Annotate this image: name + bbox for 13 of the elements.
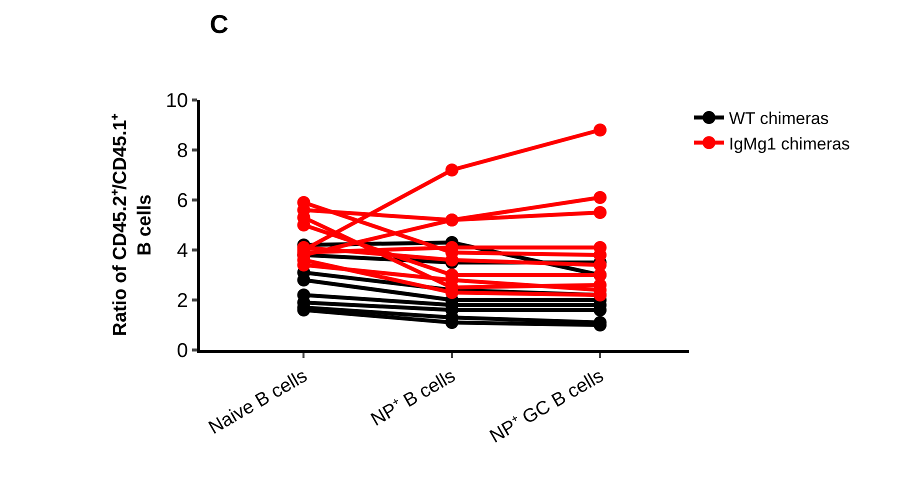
x-tick-label: Naive B cells (205, 366, 311, 439)
legend-label: IgMg1 chimeras (729, 134, 850, 154)
y-tick-label: 8 (176, 140, 188, 162)
y-axis-title: Ratio of CD45.2⁺/CD45.1⁺ B cells (110, 112, 156, 336)
y-tick-label: 2 (176, 290, 188, 312)
y-tick-label: 10 (166, 90, 188, 112)
y-tick-label: 4 (176, 240, 188, 262)
x-tick-label: NP⁺ GC B cells (486, 366, 608, 448)
y-tick-label: 0 (176, 340, 188, 362)
legend-label: WT chimeras (729, 109, 829, 128)
chart-title: C (210, 8, 229, 39)
y-tick-label: 6 (176, 190, 188, 212)
x-tick-label: NP⁺ B cells (368, 366, 460, 431)
